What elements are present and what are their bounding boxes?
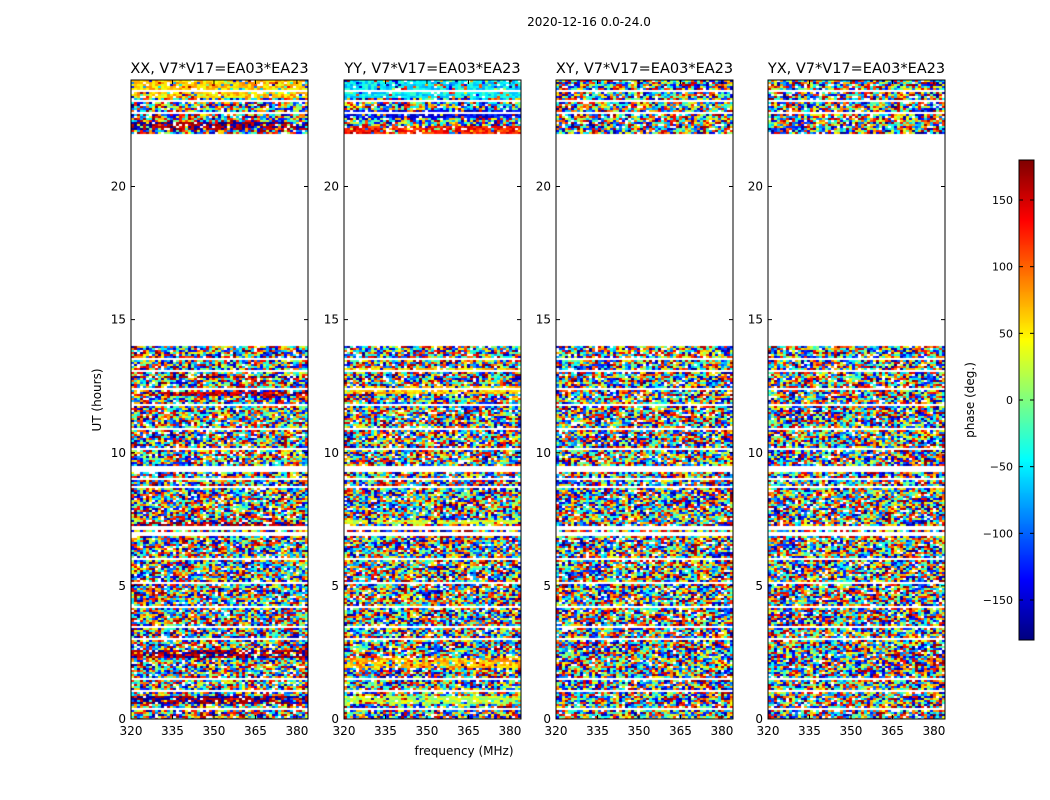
panel-3: XY, V7*V17=EA03*EA23 320 335 350 365 380 0 5 10 1…	[536, 61, 734, 738]
panel-1: XX, V7*V17=EA03*EA23 320 335 350 365 380 0 5 10 1…	[111, 61, 309, 738]
y-tick-label: 0	[543, 712, 551, 726]
panel-frame	[767, 79, 946, 720]
y-tick-label: 10	[536, 446, 551, 460]
y-tick-label: 10	[748, 446, 763, 460]
panel-frame	[555, 79, 734, 720]
x-tick-label: 380	[285, 724, 308, 738]
x-tick-label: 350	[416, 724, 439, 738]
x-tick-label: 335	[374, 724, 397, 738]
x-tick-label: 335	[586, 724, 609, 738]
x-tick-label: 320	[333, 724, 356, 738]
x-tick-label: 320	[757, 724, 780, 738]
x-tick-label: 350	[840, 724, 863, 738]
y-tick-label: 20	[111, 180, 126, 194]
y-tick-label: 15	[111, 313, 126, 327]
panel-title: XY, V7*V17=EA03*EA23	[556, 61, 733, 77]
phase-heatmap	[556, 80, 733, 719]
x-tick-label: 365	[457, 724, 480, 738]
phase-heatmap	[131, 80, 308, 719]
y-tick-label: 10	[111, 446, 126, 460]
x-tick-label: 380	[710, 724, 733, 738]
panel-frame	[130, 79, 309, 720]
colorbar: −150 −100 −50 0 50 100 150 phase (deg.)	[963, 159, 1035, 641]
y-tick-label: 20	[748, 180, 763, 194]
panel-title: XX, V7*V17=EA03*EA23	[130, 61, 308, 77]
x-tick-label: 380	[922, 724, 945, 738]
y-tick-label: 5	[755, 579, 763, 593]
y-tick-label: 10	[324, 446, 339, 460]
panel-4: YX, V7*V17=EA03*EA23 320 335 350 365 380 0 5 10 1…	[748, 61, 946, 738]
y-tick-label: 5	[543, 579, 551, 593]
colorbar-tick-label: −50	[990, 461, 1013, 474]
x-tick-label: 365	[244, 724, 267, 738]
x-tick-label: 350	[203, 724, 226, 738]
figure-suptitle: 2020-12-16 0.0-24.0	[527, 15, 651, 29]
colorbar-tick-label: −100	[983, 527, 1013, 540]
x-tick-label: 335	[798, 724, 821, 738]
colorbar-tick-label: 150	[992, 194, 1013, 207]
x-axis-label: frequency (MHz)	[414, 744, 513, 758]
y-axis-label: UT (hours)	[90, 368, 104, 431]
x-tick-label: 380	[498, 724, 521, 738]
y-tick-label: 0	[331, 712, 339, 726]
y-tick-label: 15	[748, 313, 763, 327]
x-tick-label: 365	[669, 724, 692, 738]
panels-group: XX, V7*V17=EA03*EA23 320 335 350 365 380 0 5 10 1…	[111, 61, 946, 738]
panel-title: YY, V7*V17=EA03*EA23	[343, 61, 520, 77]
y-tick-label: 20	[324, 180, 339, 194]
y-tick-label: 15	[324, 313, 339, 327]
x-tick-label: 335	[161, 724, 184, 738]
x-tick-label: 320	[120, 724, 143, 738]
y-tick-label: 20	[536, 180, 551, 194]
y-tick-label: 5	[118, 579, 126, 593]
colorbar-label: phase (deg.)	[963, 362, 977, 438]
panel-frame	[343, 79, 522, 720]
y-tick-label: 15	[536, 313, 551, 327]
colorbar-gradient	[1019, 160, 1034, 640]
y-tick-label: 0	[755, 712, 763, 726]
x-tick-label: 365	[881, 724, 904, 738]
colorbar-tick-label: 100	[992, 261, 1013, 274]
colorbar-tick-label: 50	[999, 327, 1013, 340]
x-tick-label: 320	[545, 724, 568, 738]
phase-heatmap	[768, 80, 945, 719]
y-tick-label: 5	[331, 579, 339, 593]
y-tick-label: 0	[118, 712, 126, 726]
x-tick-label: 350	[628, 724, 651, 738]
colorbar-tick-label: 0	[1006, 394, 1013, 407]
panel-title: YX, V7*V17=EA03*EA23	[767, 61, 945, 77]
phase-heatmap	[344, 80, 521, 719]
colorbar-tick-label: −150	[983, 594, 1013, 607]
panel-2: YY, V7*V17=EA03*EA23 320 335 350 365 380 0 5 10 1…	[324, 61, 522, 738]
